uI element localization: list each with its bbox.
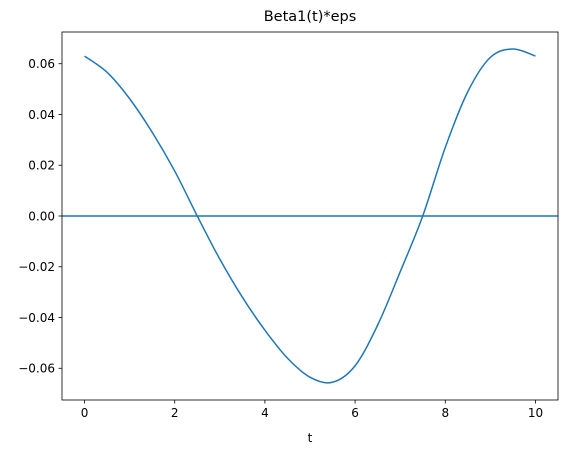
x-tick-label: 0: [81, 406, 89, 420]
y-tick-label: −0.04: [18, 311, 55, 325]
x-tick-label: 10: [528, 406, 543, 420]
y-tick-label: 0.00: [28, 209, 55, 223]
y-tick-label: 0.04: [28, 108, 55, 122]
y-tick-label: −0.06: [18, 362, 55, 376]
x-tick-label: 2: [171, 406, 179, 420]
x-tick-label: 8: [441, 406, 449, 420]
y-tick-label: −0.02: [18, 260, 55, 274]
series-line: [84, 48, 536, 384]
x-tick-label: 4: [261, 406, 269, 420]
x-axis: 0 2 4 6 8 10: [81, 400, 543, 420]
y-axis: 0.06 0.04 0.02 0.00 −0.02 −0.04 −0.06: [18, 57, 62, 376]
x-axis-label: t: [308, 431, 313, 445]
chart-title: Beta1(t)*eps: [264, 9, 357, 25]
y-tick-label: 0.06: [28, 57, 55, 71]
x-tick-label: 6: [351, 406, 359, 420]
plot-area: [61, 31, 559, 401]
y-tick-label: 0.02: [28, 159, 55, 173]
